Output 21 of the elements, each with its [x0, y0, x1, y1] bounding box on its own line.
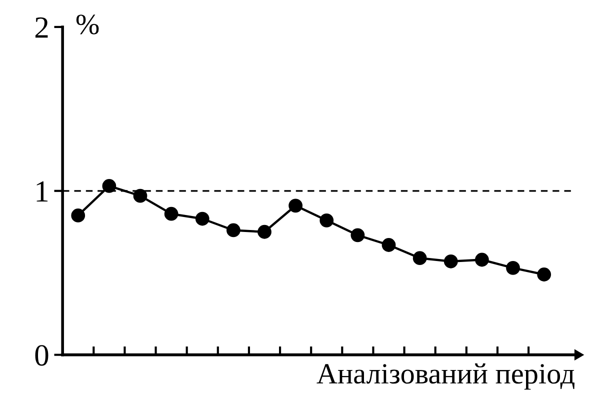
y-tick-label: 0 [35, 345, 48, 366]
point [288, 198, 303, 213]
x-axis-title: Аналізований період [316, 363, 574, 390]
point [102, 179, 116, 193]
point [226, 223, 240, 238]
point [475, 252, 489, 267]
point [444, 254, 458, 268]
point [258, 224, 272, 239]
point [382, 238, 396, 252]
point [320, 213, 334, 228]
y-axis-title: % [76, 14, 99, 34]
y-tick-label: 1 [36, 181, 48, 202]
point [71, 208, 86, 222]
point [537, 268, 552, 282]
y-tick-label: 2 [35, 17, 48, 38]
point [164, 206, 178, 221]
point [195, 212, 210, 226]
point [412, 251, 427, 266]
point [133, 188, 148, 203]
point [506, 261, 520, 275]
point [350, 228, 365, 242]
